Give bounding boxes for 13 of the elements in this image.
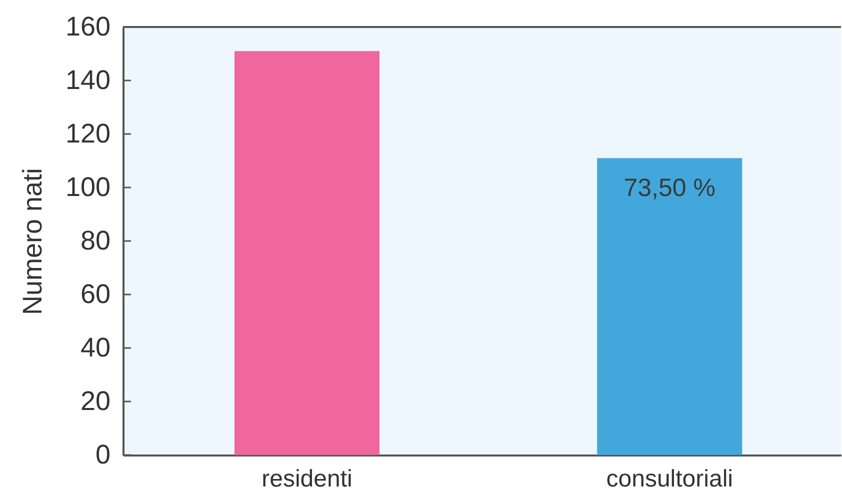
y-tick-label: 20 [80,386,110,416]
y-tick-label: 40 [80,332,110,362]
y-tick-label: 120 [65,118,110,148]
y-tick-label: 100 [65,172,110,202]
y-axis-title: Numero nati [17,168,48,316]
y-tick-label: 160 [65,12,110,42]
annotation: 73,50 % [624,174,716,202]
x-tick-label: residenti [262,466,352,492]
y-tick-label: 60 [80,279,110,309]
y-tick-label: 80 [80,226,110,256]
y-tick-label: 0 [95,440,110,470]
x-tick-label: consultoriali [606,466,733,492]
y-tick-label: 140 [65,65,110,95]
